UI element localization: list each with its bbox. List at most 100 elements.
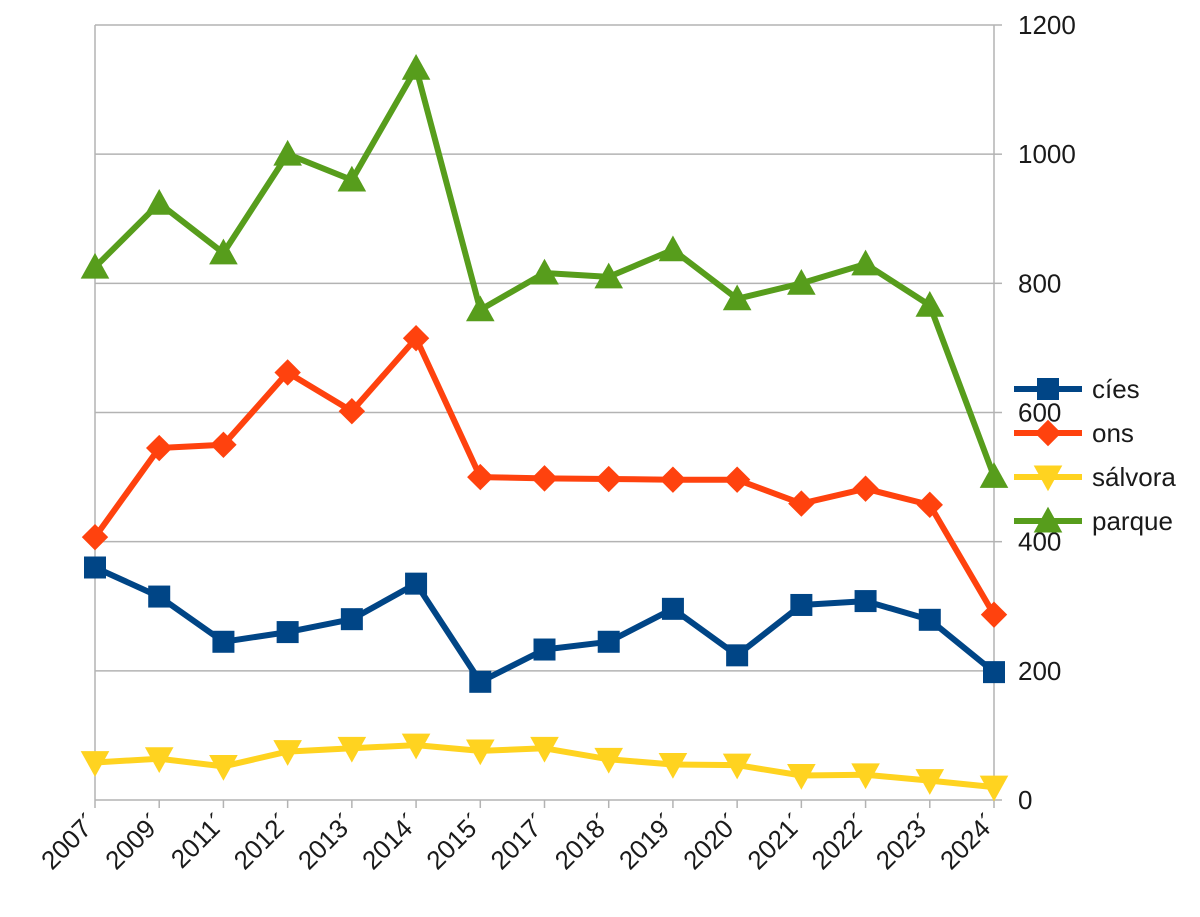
data-point-parque: [209, 238, 238, 265]
data-point-cíes: [84, 556, 106, 579]
data-point-sálvora: [722, 753, 752, 780]
data-point-sálvora: [851, 763, 880, 790]
data-point-parque: [979, 462, 1009, 488]
x-tick-label: 2021´: [741, 807, 809, 875]
series-sálvora: [80, 733, 1009, 802]
x-tick-label: 2019´: [613, 807, 681, 875]
data-point-ons: [210, 431, 237, 458]
data-point-parque: [80, 252, 110, 279]
data-point-cíes: [340, 608, 363, 631]
data-point-cíes: [597, 630, 620, 653]
legend-label: sálvora: [1092, 462, 1176, 492]
legend-label: ons: [1092, 418, 1134, 448]
data-point-parque: [594, 262, 624, 289]
data-point-cíes: [790, 593, 813, 616]
data-point-sálvora: [915, 769, 945, 795]
data-point-parque: [337, 165, 367, 192]
x-axis-ticks: 2007´2009´2011´2012´2013´2014´2015´2017´…: [35, 807, 1002, 875]
legend-item-parque: parque: [1014, 506, 1173, 536]
series-layer: [80, 53, 1009, 802]
x-tick-label: 2024´: [934, 807, 1002, 875]
data-point-sálvora: [337, 736, 367, 763]
x-tick-label: 2020´: [677, 807, 745, 875]
data-point-parque: [658, 235, 688, 262]
x-tick-label: 2009´: [99, 807, 167, 875]
x-tick-label: 2014´: [356, 807, 424, 875]
data-point-ons: [146, 434, 173, 462]
data-point-parque: [530, 258, 559, 285]
data-point-ons: [338, 398, 366, 425]
legend-marker-cíes: [1037, 378, 1059, 400]
data-point-ons: [81, 523, 109, 551]
legend-marker-ons: [1034, 419, 1062, 447]
x-tick-label: 2007´: [35, 807, 103, 875]
y-tick-label: 200: [1018, 656, 1061, 686]
series-parque: [80, 53, 1009, 488]
legend-marker-sálvora: [1033, 465, 1063, 492]
x-tick-label: 2023´: [870, 807, 938, 875]
legend-label: parque: [1092, 506, 1173, 536]
series-cíes: [84, 556, 1005, 693]
y-tick-label: 600: [1018, 398, 1061, 428]
data-point-ons: [916, 491, 943, 519]
data-point-ons: [274, 359, 301, 386]
data-point-parque: [401, 53, 431, 80]
data-point-sálvora: [465, 739, 495, 766]
data-point-sálvora: [594, 747, 624, 774]
y-tick-label: 1000: [1018, 139, 1076, 169]
y-tick-label: 800: [1018, 268, 1061, 298]
data-point-cíes: [405, 572, 428, 595]
data-point-sálvora: [787, 764, 816, 790]
data-point-sálvora: [273, 740, 302, 766]
data-point-ons: [402, 325, 430, 352]
data-point-parque: [273, 139, 302, 166]
data-point-sálvora: [658, 753, 688, 779]
data-point-parque: [915, 290, 945, 317]
series-line-cíes: [92, 564, 997, 685]
y-tick-label: 1200: [1018, 10, 1076, 40]
x-tick-label: 2013´: [292, 807, 360, 875]
data-point-cíes: [148, 585, 171, 608]
data-point-cíes: [983, 661, 1005, 684]
data-point-ons: [980, 601, 1008, 628]
legend-label: cíes: [1092, 374, 1140, 404]
y-tick-label: 0: [1018, 785, 1032, 815]
grid-lines: [94, 24, 1002, 808]
data-point-ons: [467, 463, 494, 491]
data-point-parque: [851, 249, 880, 276]
x-tick-label: 2012´: [228, 807, 296, 875]
data-point-cíes: [854, 590, 877, 613]
data-point-ons: [659, 466, 687, 493]
x-tick-label: 2015´: [420, 807, 488, 875]
data-point-ons: [531, 465, 558, 492]
data-point-cíes: [276, 621, 299, 644]
data-point-sálvora: [144, 747, 174, 773]
data-point-parque: [722, 284, 752, 311]
legend-item-ons: ons: [1014, 418, 1134, 448]
data-point-sálvora: [979, 775, 1009, 802]
data-point-cíes: [726, 644, 749, 667]
data-point-parque: [465, 295, 495, 322]
data-point-ons: [852, 475, 879, 502]
legend-marker-parque: [1033, 506, 1063, 533]
data-point-parque: [787, 269, 816, 295]
data-point-cíes: [533, 638, 556, 661]
data-point-sálvora: [530, 736, 559, 763]
legend-item-sálvora: sálvora: [1014, 462, 1176, 492]
data-point-ons: [595, 465, 622, 493]
data-point-ons: [723, 466, 751, 493]
x-tick-label: 2011´: [165, 807, 232, 874]
data-point-cíes: [661, 597, 684, 620]
data-point-cíes: [918, 608, 941, 631]
data-point-cíes: [212, 630, 235, 653]
data-point-sálvora: [209, 754, 238, 781]
data-point-cíes: [469, 670, 492, 693]
x-tick-label: 2017´: [485, 807, 553, 875]
legend-item-cíes: cíes: [1014, 374, 1140, 404]
x-tick-label: 2022´: [806, 807, 874, 875]
series-ons: [81, 325, 1008, 628]
data-point-parque: [144, 188, 174, 215]
data-point-ons: [788, 490, 815, 517]
